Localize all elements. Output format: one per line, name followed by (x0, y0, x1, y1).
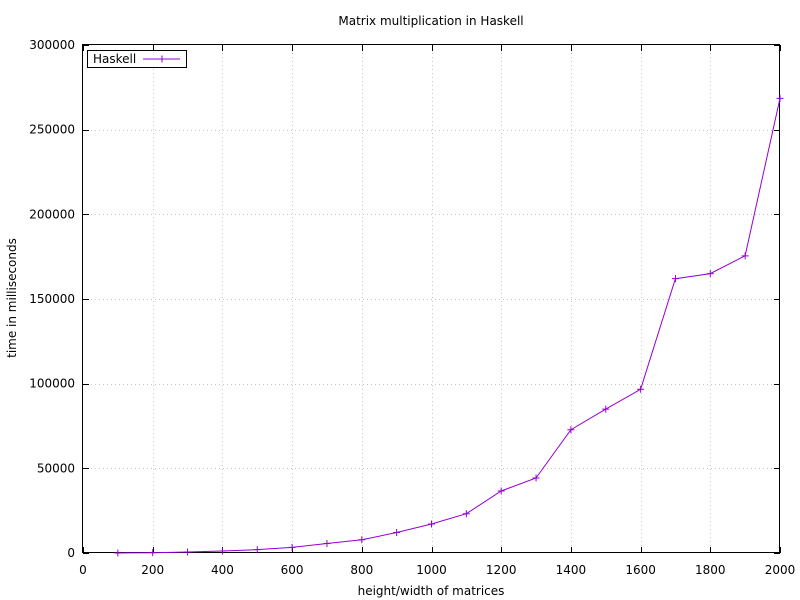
y-tick-label: 100000 (29, 377, 75, 391)
data-point-marker (567, 426, 575, 434)
data-point-marker (393, 529, 401, 537)
x-axis-label: height/width of matrices (358, 584, 505, 598)
x-tick-label: 600 (281, 563, 304, 577)
data-point-marker (532, 474, 540, 482)
data-point-marker (149, 549, 157, 557)
grid-lines (83, 45, 780, 553)
y-axis-label: time in milliseconds (5, 238, 19, 358)
data-point-marker (741, 252, 749, 260)
plot-frame (82, 44, 780, 553)
data-point-marker (637, 385, 645, 393)
y-tick-label: 50000 (37, 461, 75, 475)
x-tick-label: 400 (211, 563, 234, 577)
data-point-marker (497, 487, 505, 495)
data-point-marker (358, 536, 366, 544)
y-tick-label: 150000 (29, 292, 75, 306)
x-tick-label: 1600 (625, 563, 656, 577)
y-tick-label: 200000 (29, 207, 75, 221)
x-tick-label: 200 (141, 563, 164, 577)
x-tick-label: 1800 (695, 563, 726, 577)
x-tick-label: 2000 (765, 563, 796, 577)
data-point-marker (323, 540, 331, 548)
data-point-marker (288, 543, 296, 551)
x-tick-label: 1200 (486, 563, 517, 577)
data-point-marker (602, 405, 610, 413)
x-tick-label: 0 (79, 563, 87, 577)
data-point-marker (184, 548, 192, 556)
legend: Haskell (87, 50, 187, 68)
x-tick-label: 1400 (556, 563, 587, 577)
x-tick-label: 800 (350, 563, 373, 577)
chart-title: Matrix multiplication in Haskell (338, 14, 523, 28)
y-tick-label: 0 (67, 546, 75, 560)
data-point-marker (428, 520, 435, 528)
y-tick-label: 300000 (29, 38, 75, 52)
data-point-marker (218, 547, 226, 555)
data-point-marker (776, 94, 784, 102)
y-tick-label: 250000 (29, 123, 75, 137)
data-point-marker (462, 510, 470, 518)
series-line-haskell (117, 98, 781, 554)
data-point-marker (706, 270, 714, 278)
data-point-marker (253, 546, 261, 554)
legend-marker-haskell (158, 55, 166, 63)
x-tick-label: 1000 (416, 563, 447, 577)
legend-box (87, 50, 187, 68)
legend-label-haskell: Haskell (93, 52, 136, 66)
data-point-marker (114, 549, 122, 557)
y-axis-tick-labels: 0 50000 100000 150000 200000 250000 300000 (29, 38, 75, 560)
x-axis-tick-labels: 0 200 400 600 800 1000 1200 1400 1600 1800 2000 (79, 563, 795, 577)
data-point-marker (671, 275, 679, 283)
series-haskell (114, 94, 784, 557)
